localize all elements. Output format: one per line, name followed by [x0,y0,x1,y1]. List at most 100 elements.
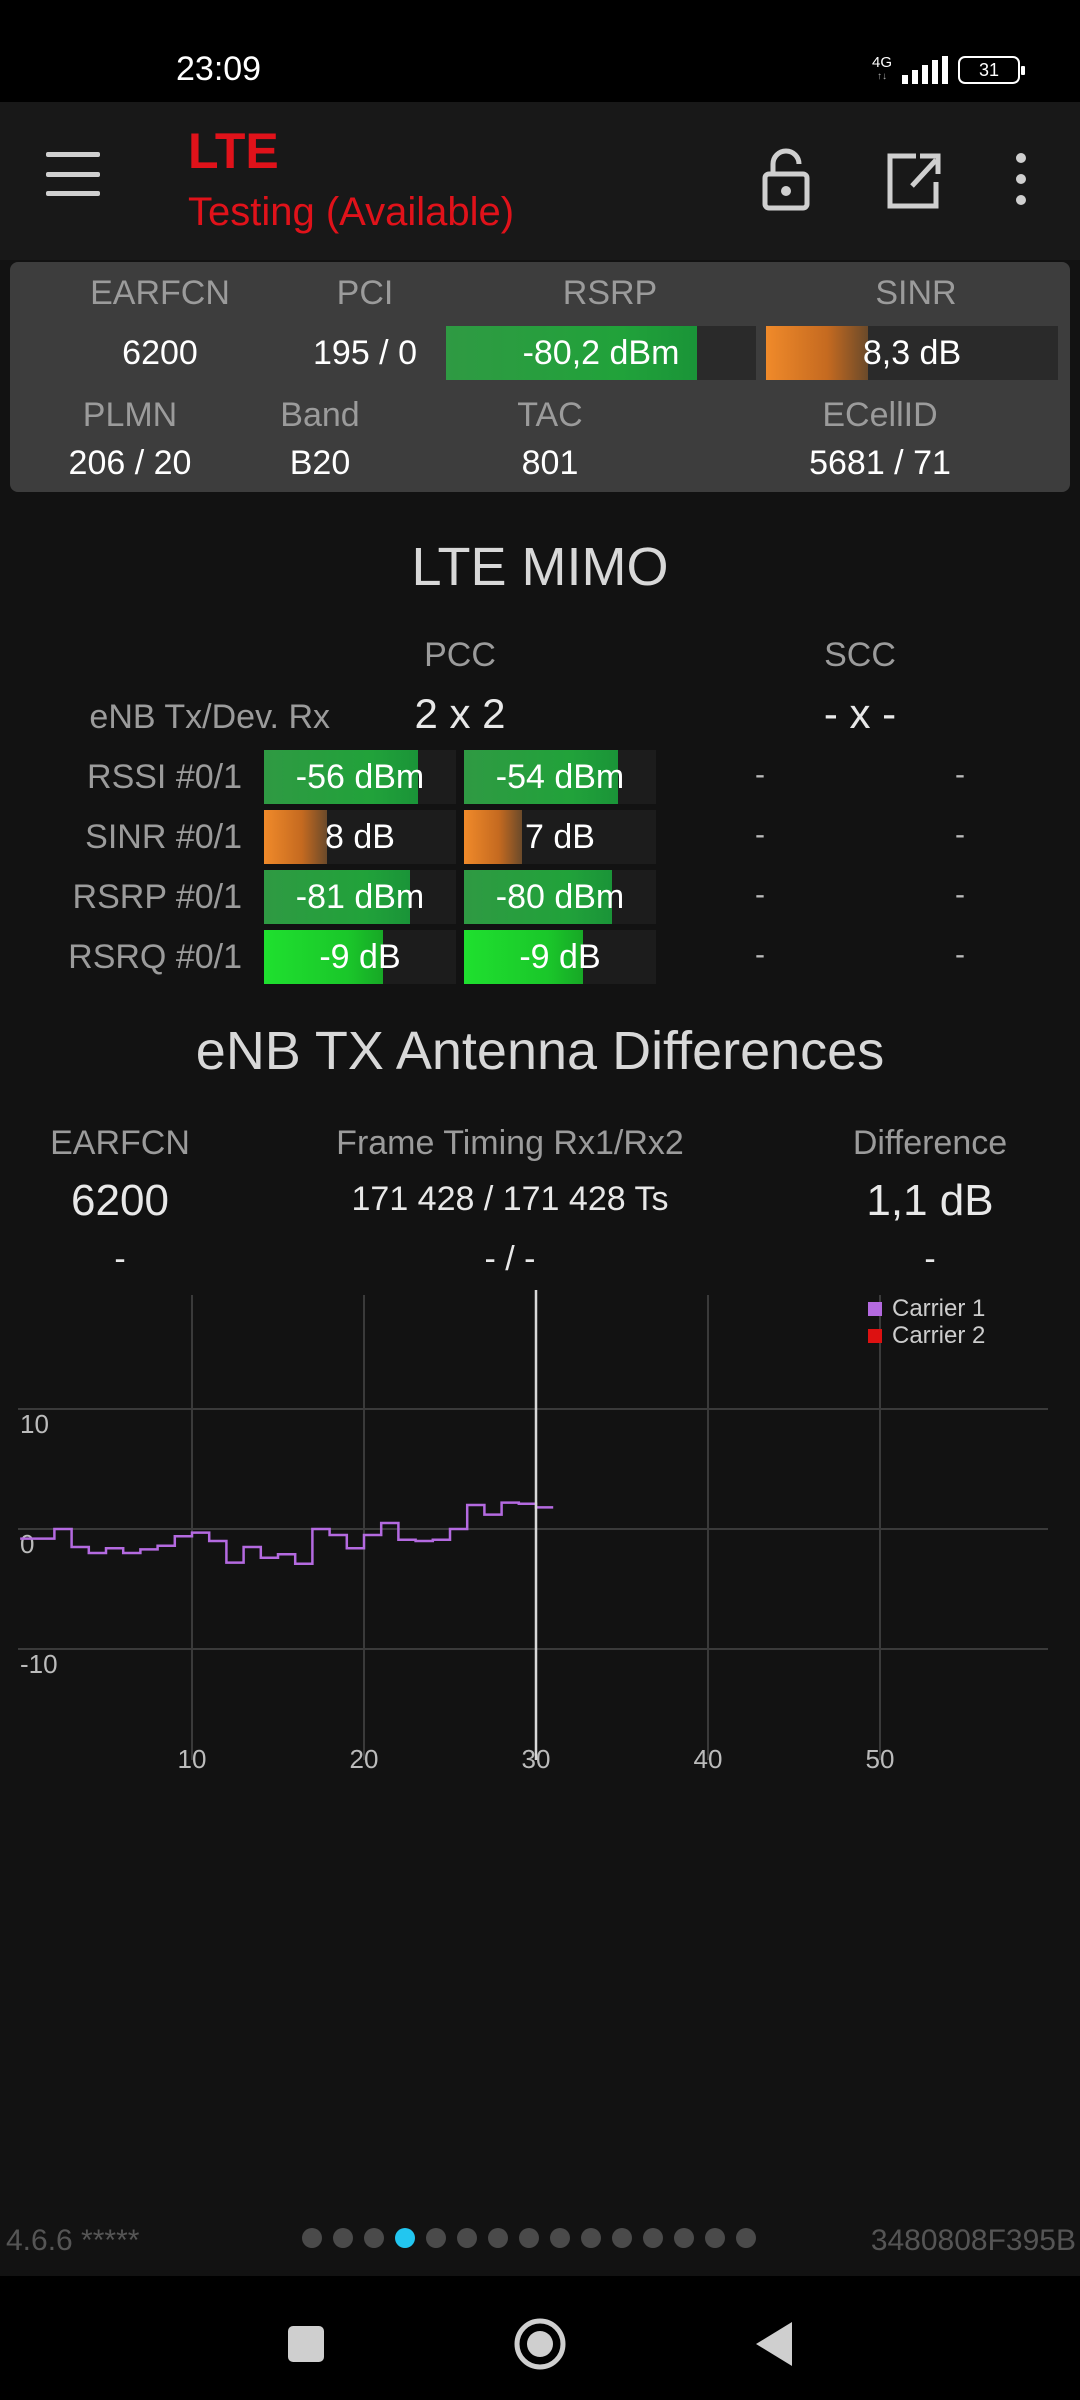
legend-swatch [868,1302,882,1316]
mimo-value-0: 8 dB [325,817,395,856]
x-tick-label: 40 [694,1744,723,1774]
x-tick-label: 20 [350,1744,379,1774]
x-tick-label: 10 [178,1744,207,1774]
legend-label: Carrier 1 [892,1295,985,1322]
mimo-value-0: -56 dBm [295,757,425,796]
mimo-value-0: -81 dBm [295,877,425,916]
x-tick-label: 50 [866,1744,895,1774]
scc-value: - [755,938,765,971]
sinr-meter-fill [766,326,869,380]
mimo-meter-fill-0 [264,810,328,864]
scc-value: - [955,818,965,851]
mimo-value-0: -9 dB [319,937,401,976]
antenna-earfcn-value-2: - [114,1240,126,1278]
navigation-bar [0,2276,1080,2400]
page-dot[interactable] [581,2228,601,2248]
mimo-meter-1: -9 dB [464,930,656,984]
mimo-value-1: -54 dBm [495,757,625,796]
mimo-row-label: RSRQ #0/1 [68,938,242,976]
sinr-meter: 8,3 dB [766,326,1058,380]
mimo-meter-fill-0 [264,750,418,804]
home-button[interactable] [510,2316,570,2372]
scc-value: - [955,938,965,971]
back-button[interactable] [748,2316,804,2372]
antenna-earfcn-value: 6200 [71,1176,169,1225]
mimo-row-label: SINR #0/1 [85,818,242,856]
page-dot[interactable] [333,2228,353,2248]
sinr-label: SINR [875,274,957,312]
sinr-value: 8,3 dB [862,333,962,372]
rsrp-meter: -80,2 dBm [446,326,756,380]
open-external-icon[interactable] [882,144,942,214]
pcc-label: PCC [424,636,496,674]
difference-value: 1,1 dB [866,1176,994,1225]
status-icons: 4G ↑↓ 31 [871,50,1025,90]
lock-icon[interactable] [756,144,816,214]
cell-info-panel: EARFCN PCI RSRP SINR 6200 195 / 0 -80,2 … [10,262,1070,492]
mimo-meter-0: -9 dB [264,930,456,984]
mimo-value-1: -80 dBm [495,877,625,916]
ecellid-label: ECellID [822,396,938,434]
page-dot[interactable] [519,2228,539,2248]
legend-swatch [868,1329,882,1343]
page-dot[interactable] [643,2228,663,2248]
mimo-meter-fill-1 [464,930,584,984]
plmn-value: 206 / 20 [68,444,192,482]
frame-timing-value-2: - / - [484,1240,536,1278]
mimo-title: LTE MIMO [411,537,669,597]
page-dot[interactable] [674,2228,694,2248]
band-label: Band [280,396,360,434]
mimo-value-1: -9 dB [519,937,601,976]
status-time: 23:09 [176,50,262,88]
page-dot[interactable] [457,2228,477,2248]
page-dot[interactable] [736,2228,756,2248]
rsrp-meter-fill [446,326,698,380]
scc-value: - [755,758,765,791]
mimo-meter-fill-0 [264,870,410,924]
signal-strength-icon [902,56,948,84]
page-indicator[interactable] [302,2228,756,2248]
mimo-meter-1: -54 dBm [464,750,656,804]
earfcn-value: 6200 [122,334,198,372]
app-bar: LTE Testing (Available) [0,102,1080,260]
scc-value: - [955,878,965,911]
more-options-icon[interactable] [996,144,1046,214]
battery-icon: 31 [958,56,1025,84]
mimo-meter-fill-1 [464,810,522,864]
difference-label: Difference [852,1124,1008,1162]
scc-label: SCC [824,636,896,674]
pci-label: PCI [336,274,394,312]
frame-timing-value: 171 428 / 171 428 Ts [351,1180,669,1218]
mimo-meter-0: -81 dBm [264,870,456,924]
recents-button[interactable] [278,2316,334,2372]
rsrp-value: -80,2 dBm [522,333,680,372]
scc-tx-rx-value: - x - [823,690,897,737]
page-dot[interactable] [395,2228,415,2248]
y-tick-label: 10 [20,1409,49,1439]
page-dot[interactable] [302,2228,322,2248]
tac-label: TAC [517,396,583,434]
network-type-icon: 4G ↑↓ [871,54,892,82]
scc-value: - [755,878,765,911]
series-line-carrier-1 [20,1501,554,1566]
rsrp-label: RSRP [562,274,658,312]
page-dot[interactable] [426,2228,446,2248]
device-id: 3480808F395B [870,2224,1076,2257]
plmn-label: PLMN [82,396,178,434]
legend-label: Carrier 2 [892,1322,985,1349]
page-dot[interactable] [364,2228,384,2248]
ecellid-value: 5681 / 71 [809,444,951,482]
page-dot[interactable] [550,2228,570,2248]
page-dot[interactable] [612,2228,632,2248]
mimo-value-1: 7 dB [525,817,595,856]
status-bar: 23:09 4G ↑↓ 31 [0,0,1080,102]
page-dot[interactable] [705,2228,725,2248]
tac-value: 801 [521,444,579,482]
frame-timing-label: Frame Timing Rx1/Rx2 [336,1124,684,1162]
mimo-row-label: RSSI #0/1 [87,758,242,796]
page-dot[interactable] [488,2228,508,2248]
antenna-title: eNB TX Antenna Differences [195,1021,885,1081]
scc-value: - [755,818,765,851]
menu-icon[interactable] [46,152,100,196]
